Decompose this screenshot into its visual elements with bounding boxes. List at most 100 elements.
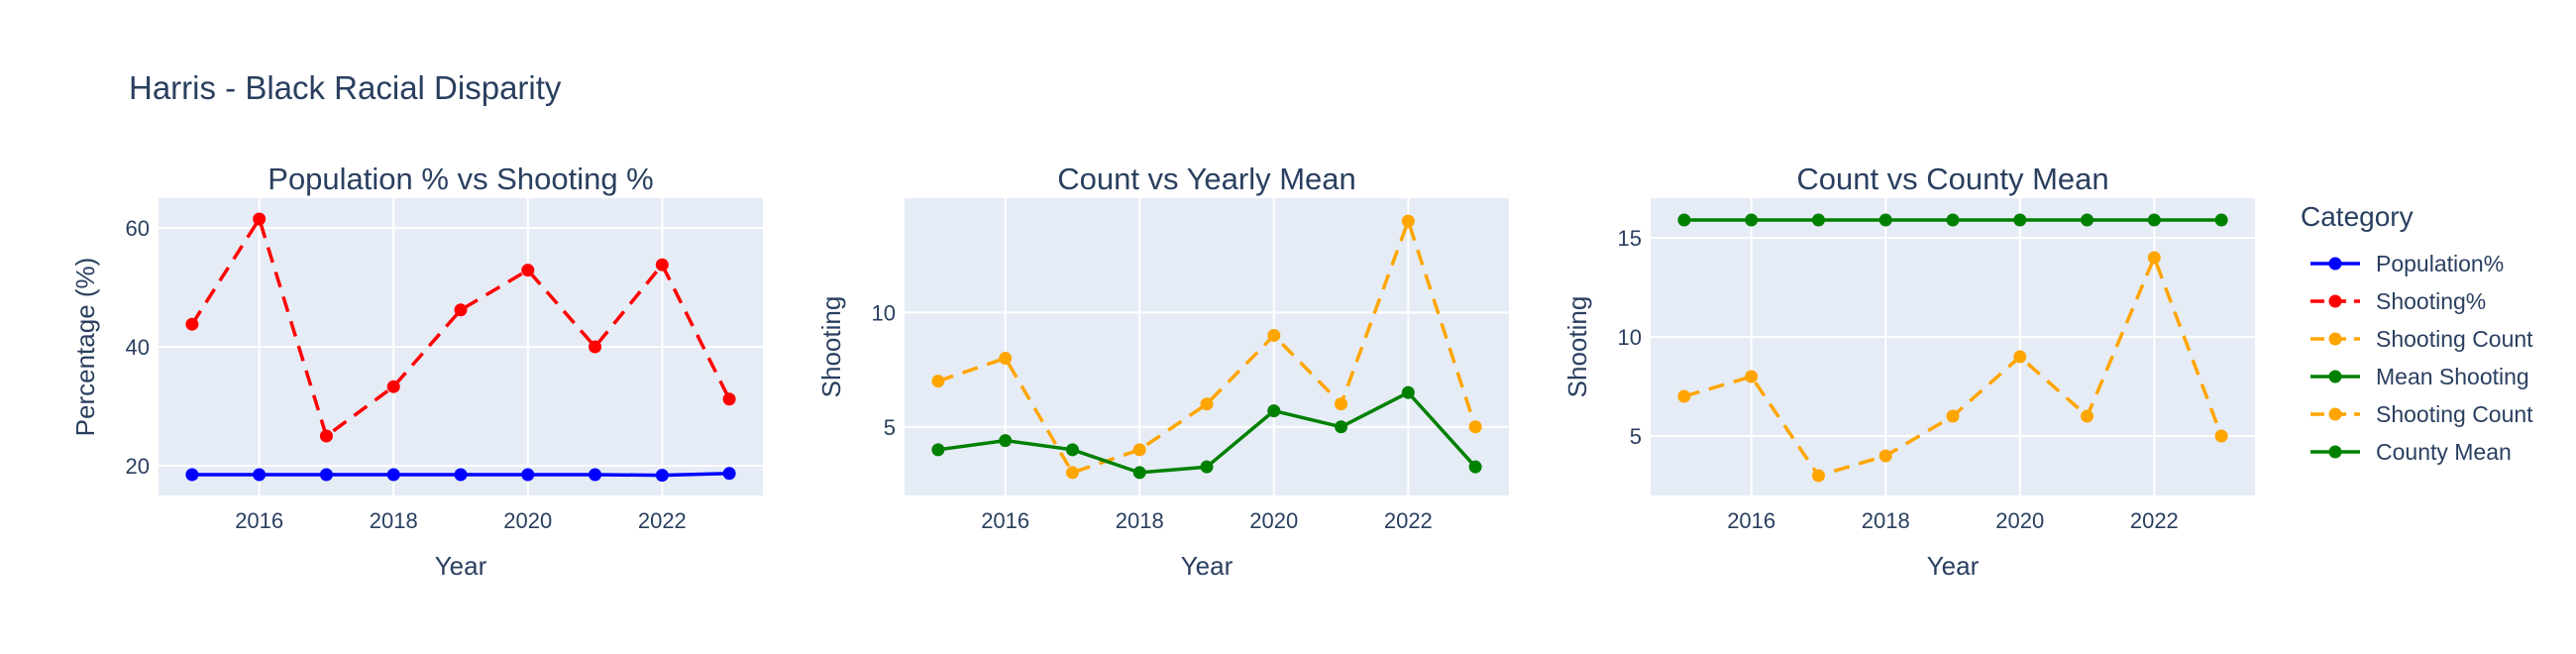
x-tick-label: 2020 [1249,508,1298,533]
data-point [1878,449,1892,463]
legend-item[interactable]: Mean Shooting [2310,364,2529,389]
subplot-title: Population % vs Shooting % [268,162,653,196]
data-point [722,467,736,481]
data-point [589,340,602,354]
legend-swatch-marker [2328,445,2342,459]
data-point [1745,370,1759,383]
legend-item[interactable]: Shooting Count [2310,401,2533,427]
data-point [2013,350,2027,364]
y-axis-label: Shooting [1562,296,1592,398]
data-point [1065,466,1079,480]
legend-swatch-marker [2328,370,2342,383]
data-point [386,380,400,393]
data-point [1267,328,1281,342]
data-point [1401,214,1415,228]
data-point [999,434,1013,448]
legend-label: Population% [2376,251,2504,276]
data-point [1677,213,1691,227]
data-point [655,469,669,483]
data-point [185,317,199,331]
data-point [319,429,333,443]
data-point [2081,213,2094,227]
legend-label: Shooting Count [2376,401,2533,427]
x-axis-label: Year [1181,551,1234,581]
legend-item[interactable]: County Mean [2310,439,2512,465]
legend-item[interactable]: Shooting Count [2310,326,2533,352]
data-point [1065,443,1079,457]
data-point [931,443,945,457]
data-point [2214,213,2228,227]
x-tick-label: 2022 [2130,508,2179,533]
legend-title: Category [2301,201,2414,232]
data-point [2147,213,2161,227]
x-axis-label: Year [1927,551,1980,581]
data-point [1811,213,1825,227]
data-point [1401,385,1415,399]
data-point [386,468,400,482]
data-point [521,468,535,482]
data-point [655,258,669,272]
data-point [2214,429,2228,443]
y-axis-label: Percentage (%) [70,258,100,437]
x-axis-label: Year [435,551,487,581]
data-point [1200,397,1214,411]
y-tick-label: 10 [1618,325,1642,350]
series-line [190,217,731,438]
plot-area [1651,198,2255,495]
legend-swatch-marker [2328,294,2342,308]
data-point [1811,469,1825,483]
data-point [1677,389,1691,403]
legend-label: Shooting% [2376,288,2486,314]
legend-swatch-marker [2328,332,2342,346]
data-point [185,468,199,482]
x-tick-label: 2016 [981,508,1029,533]
subplot-2: 2016 2018 2020 2022 5 10 Count vs Yearly Mean Y… [816,162,1509,581]
data-point [1267,404,1281,418]
series-line [937,219,1477,475]
data-point [1132,466,1146,480]
legend-label: Mean Shooting [2376,364,2529,389]
data-point [1946,213,1960,227]
data-point [521,264,535,277]
plot-area [905,198,1509,495]
legend-item[interactable]: Shooting% [2310,288,2486,314]
data-point [1200,460,1214,474]
x-tick-label: 2018 [370,508,418,533]
y-tick-label: 15 [1618,226,1642,251]
data-point [1468,420,1482,434]
x-tick-label: 2016 [235,508,283,533]
data-point [2081,409,2094,423]
subplot-title: Count vs County Mean [1796,162,2108,196]
legend-swatch-marker [2328,257,2342,271]
x-tick-label: 2022 [1384,508,1433,533]
y-tick-label: 20 [126,454,150,479]
data-point [589,468,602,482]
y-tick-label: 5 [884,415,896,440]
data-point [1132,443,1146,457]
y-tick-label: 10 [872,300,896,325]
data-point [1468,460,1482,474]
data-point [319,468,333,482]
legend-label: County Mean [2376,439,2512,465]
data-point [931,375,945,388]
data-point [454,303,468,317]
data-point [1946,409,1960,423]
y-tick-label: 40 [126,335,150,360]
legend-item[interactable]: Population% [2310,251,2504,276]
subplots: 2016 2018 2020 2022 20 40 60 Population % vs Sh… [70,162,2255,581]
data-point [2147,251,2161,265]
x-tick-label: 2018 [1116,508,1164,533]
data-point [1335,420,1348,434]
data-point [454,468,468,482]
legend-label: Shooting Count [2376,326,2533,352]
legend-swatch-marker [2328,407,2342,421]
x-tick-label: 2018 [1862,508,1910,533]
figure-title: Harris - Black Racial Disparity [129,69,562,106]
data-point [1745,213,1759,227]
data-point [253,468,267,482]
x-tick-label: 2020 [1995,508,2044,533]
data-point [1335,397,1348,411]
data-point [2013,213,2027,227]
